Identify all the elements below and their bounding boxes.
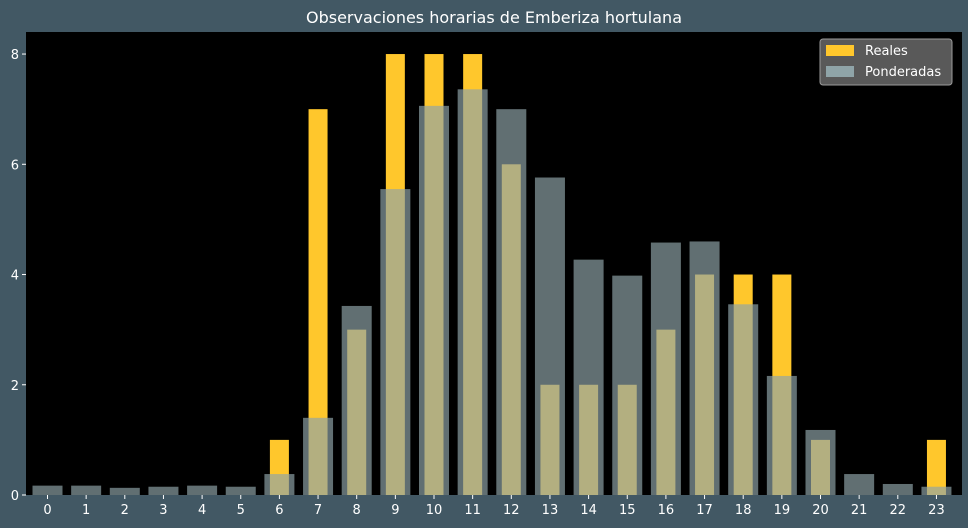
bar-ponderadas-20 [805,429,836,495]
x-tick-label-18: 18 [735,503,752,518]
x-tick-label-3: 3 [159,503,167,518]
bar-ponderadas-16 [650,242,681,495]
bar-ponderadas-7 [303,417,334,495]
x-tick-label-11: 11 [464,503,481,518]
x-tick-label-19: 19 [774,503,791,518]
y-tick-label-2: 2 [11,379,19,394]
legend-swatch-ponderadas [826,66,854,77]
bar-ponderadas-19 [766,375,797,495]
bar-ponderadas-21 [844,474,875,495]
bar-ponderadas-12 [496,109,527,496]
x-tick-label-17: 17 [696,503,713,518]
bar-ponderadas-13 [534,177,565,495]
bar-ponderadas-4 [187,485,218,495]
bar-ponderadas-23 [921,486,952,495]
x-tick-label-13: 13 [542,503,559,518]
x-tick-label-9: 9 [391,503,399,518]
x-tick-label-12: 12 [503,503,520,518]
series-ponderadas [32,89,952,496]
chart-title: Observaciones horarias de Emberiza hortu… [306,8,682,27]
bar-ponderadas-1 [71,485,102,495]
bar-ponderadas-9 [380,189,411,495]
x-tick-label-21: 21 [851,503,868,518]
axes: 0 1 2 3 4 5 6 7 8 9 10 11 12 13 14 15 16 17 18 19 20 21 22 2302… [11,48,945,518]
x-tick-label-4: 4 [198,503,206,518]
x-tick-label-0: 0 [43,503,51,518]
bar-ponderadas-8 [341,305,372,495]
bar-ponderadas-22 [882,483,913,495]
x-tick-label-1: 1 [82,503,90,518]
x-tick-label-10: 10 [426,503,443,518]
bar-reales-7 [308,109,328,496]
x-tick-label-5: 5 [237,503,245,518]
x-tick-label-22: 22 [890,503,907,518]
plot-area [26,32,962,495]
x-tick-label-6: 6 [275,503,283,518]
bar-ponderadas-14 [573,259,604,495]
x-tick-label-7: 7 [314,503,322,518]
x-tick-label-20: 20 [812,503,829,518]
bar-ponderadas-5 [225,486,256,495]
legend-label-ponderadas: Ponderadas [865,65,941,80]
bar-reales-23 [926,439,946,495]
y-tick-label-6: 6 [11,158,19,173]
bar-ponderadas-6 [264,474,295,495]
bar-ponderadas-3 [148,486,179,495]
x-tick-label-14: 14 [580,503,597,518]
bar-ponderadas-10 [419,105,449,495]
bar-ponderadas-0 [32,485,63,495]
bar-ponderadas-18 [728,304,759,495]
y-tick-label-8: 8 [11,48,19,63]
x-tick-label-8: 8 [353,503,361,518]
bar-ponderadas-11 [457,89,488,496]
x-tick-label-15: 15 [619,503,636,518]
bar-ponderadas-15 [612,275,643,495]
legend-swatch-reales [826,45,854,56]
legend-label-reales: Reales [865,44,908,59]
x-tick-label-16: 16 [658,503,675,518]
legend: Reales Ponderadas [819,38,953,86]
y-tick-label-4: 4 [11,269,19,284]
x-tick-label-2: 2 [121,503,129,518]
x-tick-label-23: 23 [928,503,945,518]
y-tick-label-0: 0 [11,489,19,504]
bar-ponderadas-2 [109,487,140,495]
bar-ponderadas-17 [689,241,720,495]
